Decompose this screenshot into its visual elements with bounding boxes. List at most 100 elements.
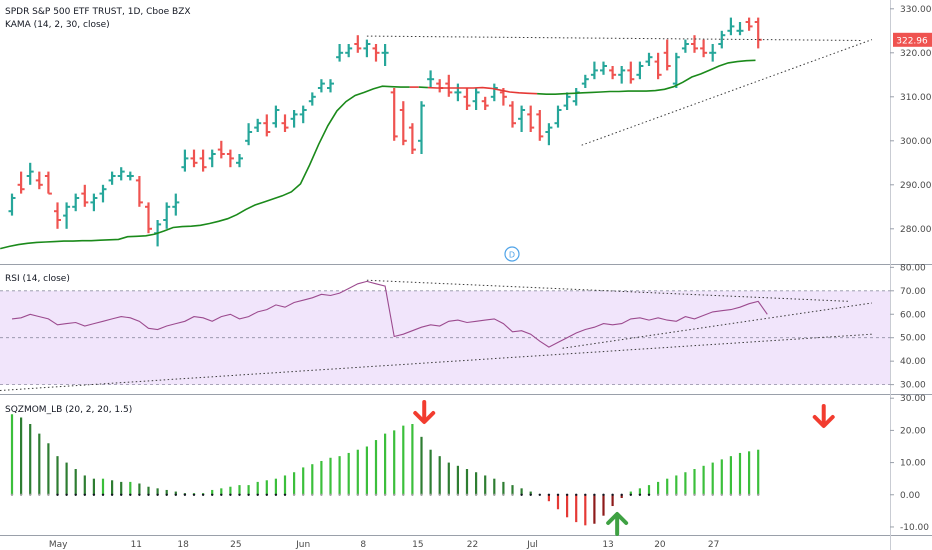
price-support-trendline[interactable] [581, 39, 873, 146]
squeeze-dot [256, 493, 259, 496]
squeeze-dot [38, 493, 41, 496]
squeeze-dot [338, 493, 341, 496]
squeeze-dot [229, 493, 232, 496]
rsi-marks[interactable] [0, 279, 890, 391]
squeeze-dot [311, 493, 314, 496]
rsi-legend: RSI (14, close) [5, 274, 70, 284]
sqz-axis-tick-label[interactable]: 30.00 [900, 394, 926, 404]
x-axis-tick-label[interactable]: 13 [602, 540, 613, 550]
sqz-axis-tick-label[interactable]: 20.00 [900, 426, 926, 436]
sell-arrow [812, 404, 835, 428]
squeeze-dot [675, 493, 678, 496]
squeeze-dot [511, 493, 514, 496]
squeeze-dot [65, 493, 68, 496]
price-axis-tick-label[interactable]: 300.00 [900, 137, 932, 147]
squeeze-dot [347, 493, 350, 496]
rsi-rising-trendline[interactable] [562, 302, 873, 349]
squeeze-dot [329, 493, 332, 496]
squeeze-dot [593, 493, 596, 496]
squeeze-dot [666, 493, 669, 496]
squeeze-dot [383, 493, 387, 496]
x-axis-tick-label[interactable]: 15 [412, 540, 423, 550]
dividend-marker[interactable]: D [504, 246, 520, 262]
price-axis-tick-label[interactable]: 320.00 [900, 49, 932, 59]
rsi-axis-tick-label[interactable]: 30.00 [900, 381, 926, 391]
squeeze-dot [320, 493, 323, 496]
squeeze-dot [393, 493, 396, 496]
x-axis-tick-label[interactable]: 18 [177, 540, 189, 550]
squeeze-dot [693, 493, 696, 496]
squeeze-dot [502, 493, 505, 496]
x-axis-tick-label[interactable]: 20 [654, 540, 666, 550]
rsi-axis-tick-label[interactable]: 40.00 [900, 357, 926, 367]
sqz-axis-tick-label[interactable]: 10.00 [900, 459, 926, 469]
squeeze-dot [520, 493, 523, 496]
squeeze-dot [447, 493, 450, 496]
price-axis-tick-label[interactable]: 280.00 [900, 225, 932, 235]
sqz-legend: SQZMOM_LB (20, 2, 20, 1.5) [5, 405, 132, 415]
squeeze-dot [575, 493, 578, 496]
sqz-axis-tick-label[interactable]: 0.00 [900, 491, 920, 501]
squeeze-dot [47, 493, 50, 496]
x-axis-tick-label[interactable]: Jun [295, 540, 310, 550]
squeeze-dot [211, 493, 214, 496]
squeeze-dot [747, 493, 751, 496]
price-marks[interactable] [0, 17, 873, 250]
squeeze-dot [484, 493, 487, 496]
price-resistance-line[interactable] [366, 35, 863, 41]
rsi-falling-trendline[interactable] [366, 279, 850, 302]
squeeze-dot [656, 493, 660, 496]
price-axis-tick-label[interactable]: 310.00 [900, 93, 932, 103]
rsi-long-trendline[interactable] [0, 333, 872, 391]
squeeze-dot [684, 493, 687, 496]
squeeze-dot [438, 493, 441, 496]
axis-layer[interactable]: 330.00320.00310.00300.00290.00280.0080.0… [49, 5, 932, 550]
x-axis-tick-label[interactable]: May [49, 540, 68, 550]
squeeze-dot [138, 493, 141, 496]
x-axis-tick-label[interactable]: 8 [360, 540, 366, 550]
squeeze-dot [420, 493, 423, 496]
x-axis-tick-label[interactable]: 22 [467, 540, 478, 550]
squeeze-dot [120, 493, 123, 496]
squeeze-dot [183, 493, 187, 496]
kama-line[interactable] [427, 86, 538, 95]
squeeze-dot [247, 493, 250, 496]
squeeze-dot [465, 493, 469, 496]
squeeze-dot [565, 493, 569, 496]
squeeze-dot [720, 493, 723, 496]
squeeze-dot [147, 493, 150, 496]
rsi-axis-tick-label[interactable]: 70.00 [900, 287, 926, 297]
squeeze-dot [129, 493, 132, 496]
squeeze-dot [374, 493, 378, 496]
rsi-axis-tick-label[interactable]: 80.00 [900, 263, 926, 273]
sqz-marks[interactable] [10, 414, 760, 526]
kama-line[interactable] [0, 85, 410, 250]
x-axis-tick-label[interactable]: 25 [230, 540, 241, 550]
kama-line[interactable] [537, 59, 756, 95]
squeeze-dot [474, 493, 478, 496]
squeeze-dot [738, 493, 742, 496]
price-axis-tick-label[interactable]: 330.00 [900, 5, 932, 15]
squeeze-dot [192, 493, 196, 496]
squeeze-dot [547, 493, 551, 496]
kama-line[interactable] [418, 86, 428, 89]
annotation-layer [413, 400, 835, 536]
kama-legend: KAMA (14, 2, 30, close) [5, 20, 110, 30]
squeeze-dot [702, 493, 705, 496]
rsi-axis-tick-label[interactable]: 50.00 [900, 334, 926, 344]
x-axis-tick-label[interactable]: Jul [526, 540, 538, 550]
sqz-axis-tick-label[interactable]: -10.00 [900, 523, 929, 533]
rsi-axis-tick-label[interactable]: 60.00 [900, 310, 926, 320]
squeeze-dot [56, 493, 59, 496]
squeeze-dot [757, 493, 760, 496]
x-axis-tick-label[interactable]: 11 [131, 540, 142, 550]
price-axis-tick-label[interactable]: 290.00 [900, 181, 932, 191]
rsi-line[interactable] [11, 280, 768, 348]
squeeze-dot [711, 493, 714, 496]
squeeze-dot [220, 493, 223, 496]
squeeze-dot [611, 493, 614, 496]
squeeze-dot [456, 493, 460, 496]
x-axis-tick-label[interactable]: 27 [708, 540, 719, 550]
squeeze-dot [29, 493, 32, 496]
